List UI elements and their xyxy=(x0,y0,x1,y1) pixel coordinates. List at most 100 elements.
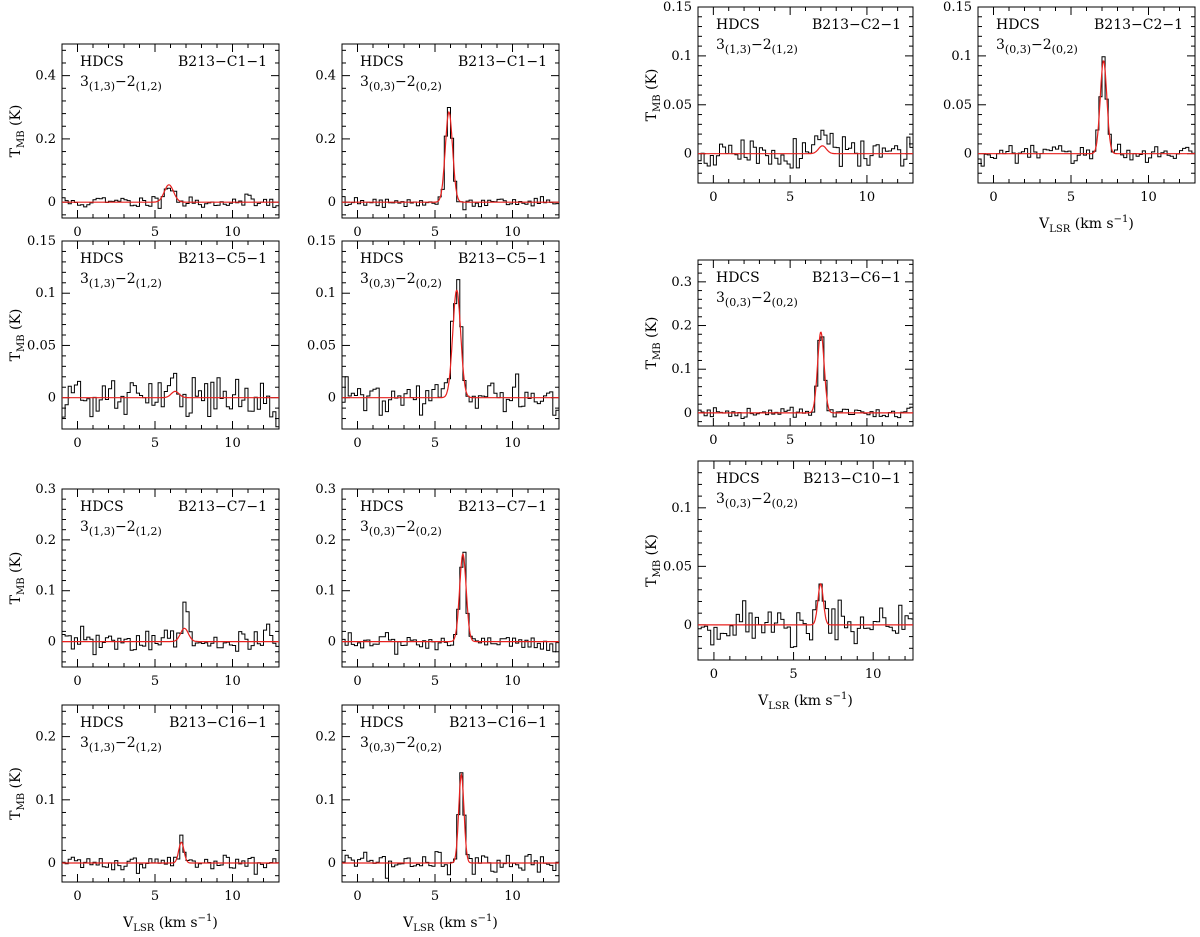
transition-label-part: (1,2) xyxy=(136,277,162,290)
fit-curve xyxy=(978,60,1195,155)
y-axis-label-part: (K) xyxy=(644,69,660,95)
transition-label-part: 2 xyxy=(127,519,136,535)
observed-spectrum xyxy=(698,129,913,169)
spectrum-panel-6: 0 5 10 0 0.1 0.2 0.3 HDCS B213−C7−1 3(0,3)−2(0,2) xyxy=(315,482,560,689)
y-tick-label: 0 xyxy=(684,406,692,421)
y-tick-label: 0.1 xyxy=(671,49,692,64)
y-tick-label: 0.2 xyxy=(35,533,56,548)
x-tick-label: 5 xyxy=(151,436,159,451)
x-tick-label: 0 xyxy=(73,889,81,904)
transition-label: 3(1,3)−2(1,2) xyxy=(80,74,162,93)
source-label: B213−C10−1 xyxy=(803,471,901,487)
y-tick-label: 0.1 xyxy=(35,584,56,599)
y-tick-label: 0 xyxy=(328,195,336,210)
x-tick-label: 10 xyxy=(504,225,521,240)
plot-frame xyxy=(341,704,560,883)
x-tick-label: 10 xyxy=(504,674,521,689)
y-axis-label-part: T xyxy=(8,147,24,157)
x-axis-label: VLSR (km s−1) xyxy=(122,913,218,934)
x-tick-label: 0 xyxy=(73,225,81,240)
y-tick-label: 0 xyxy=(964,147,972,162)
spectrum-panel-5: 0 5 10 0 0.1 0.2 0.3 HDCS B213−C7−1 3(1,3)−2(1,2)… xyxy=(8,482,280,689)
y-axis-label-part: T xyxy=(644,359,660,369)
x-axis-label: VLSR (km s−1) xyxy=(402,913,498,934)
transition-label-part: 2 xyxy=(127,74,136,90)
transition-label-part: − xyxy=(395,519,407,535)
y-tick-label: 0.1 xyxy=(315,793,336,808)
transition-label: 3(1,3)−2(1,2) xyxy=(80,519,162,538)
transition-label-part: (0,2) xyxy=(1052,43,1078,56)
y-axis-label-part: MB xyxy=(652,560,663,578)
transition-label: 3(0,3)−2(0,2) xyxy=(716,491,798,510)
plot-frame xyxy=(61,240,280,430)
transition-label-part: 2 xyxy=(763,290,772,306)
transition-label-part: (1,3) xyxy=(89,741,115,754)
transition-label-part: 3 xyxy=(360,74,369,90)
y-tick-label: 0 xyxy=(684,618,692,633)
observed-spectrum xyxy=(62,372,279,428)
x-tick-label: 0 xyxy=(989,190,997,205)
transition-label-part: − xyxy=(395,271,407,287)
transition-label-part: − xyxy=(115,271,127,287)
y-tick-label: 0.15 xyxy=(307,234,336,249)
y-axis-label: TMB (K) xyxy=(8,552,27,605)
y-tick-label: 0.05 xyxy=(663,98,692,113)
y-tick-label: 0 xyxy=(328,856,336,871)
x-axis-label-part: ) xyxy=(1128,216,1133,232)
transition-label-part: (1,3) xyxy=(89,525,115,538)
x-axis-label-part: LSR xyxy=(413,923,434,934)
y-axis-label-part: MB xyxy=(652,342,663,360)
x-axis-label-part: −1 xyxy=(478,913,493,924)
transition-label-part: (0,2) xyxy=(772,296,798,309)
x-axis-label-part: (km s xyxy=(154,915,197,931)
x-axis-label-part: LSR xyxy=(1049,224,1070,235)
observed-spectrum xyxy=(342,107,559,211)
transition-label-part: (1,2) xyxy=(136,80,162,93)
x-axis-label-part: ) xyxy=(212,915,217,931)
x-tick-label: 5 xyxy=(1067,190,1075,205)
y-axis-label-part: (K) xyxy=(8,309,24,335)
y-tick-label: 0.1 xyxy=(35,793,56,808)
spectrum-panel-8: 0 5 10 0 0.1 0.2 HDCS B213−C16−1 3(0,3)−2(0,2) VL… xyxy=(315,704,560,934)
source-label: B213−C16−1 xyxy=(449,715,547,731)
transition-label-part: (0,2) xyxy=(416,525,442,538)
x-tick-label: 10 xyxy=(1140,190,1157,205)
transition-label-part: (0,3) xyxy=(369,80,395,93)
y-axis-label-part: (K) xyxy=(644,317,660,343)
x-axis-label-part: V xyxy=(757,693,769,709)
source-label: B213−C5−1 xyxy=(458,251,547,267)
y-tick-label: 0.2 xyxy=(315,533,336,548)
y-tick-label: 0 xyxy=(684,147,692,162)
molecule-label: HDCS xyxy=(80,715,124,731)
plot-frame xyxy=(61,43,280,219)
transition-label-part: − xyxy=(751,491,763,507)
molecule-label: HDCS xyxy=(360,715,404,731)
y-tick-label: 0.15 xyxy=(943,0,972,15)
fit-curve xyxy=(342,289,559,399)
transition-label: 3(0,3)−2(0,2) xyxy=(360,735,442,754)
observed-spectrum xyxy=(698,336,913,419)
transition-label-part: (0,3) xyxy=(369,741,395,754)
spectrum-panel-3: 0 5 10 0 0.05 0.1 0.15 HDCS B213−C5−1 3(1,3)−2(1,… xyxy=(8,234,280,451)
transition-label-part: (1,2) xyxy=(772,43,798,56)
transition-label: 3(0,3)−2(0,2) xyxy=(716,290,798,309)
x-axis-label: VLSR (km s−1) xyxy=(1038,214,1134,235)
transition-label-part: 2 xyxy=(1043,37,1052,53)
transition-label-part: 3 xyxy=(360,519,369,535)
y-axis-label: TMB (K) xyxy=(8,767,27,820)
spectrum-panel-2: 0 5 10 0 0.2 0.4 HDCS B213−C1−1 3(0,3)−2(0,2) xyxy=(315,43,560,240)
x-tick-label: 0 xyxy=(709,190,717,205)
plot-frame xyxy=(977,6,1196,184)
observed-spectrum xyxy=(342,551,559,655)
x-tick-label: 5 xyxy=(151,225,159,240)
y-tick-label: 0.05 xyxy=(663,559,692,574)
transition-label-part: 3 xyxy=(716,290,725,306)
y-tick-label: 0.2 xyxy=(35,132,56,147)
transition-label-part: (0,3) xyxy=(369,525,395,538)
y-tick-label: 0.15 xyxy=(663,0,692,15)
y-axis-label: TMB (K) xyxy=(8,309,27,362)
molecule-label: HDCS xyxy=(996,17,1040,33)
x-axis-label-part: LSR xyxy=(133,923,154,934)
fit-curve xyxy=(342,772,559,864)
